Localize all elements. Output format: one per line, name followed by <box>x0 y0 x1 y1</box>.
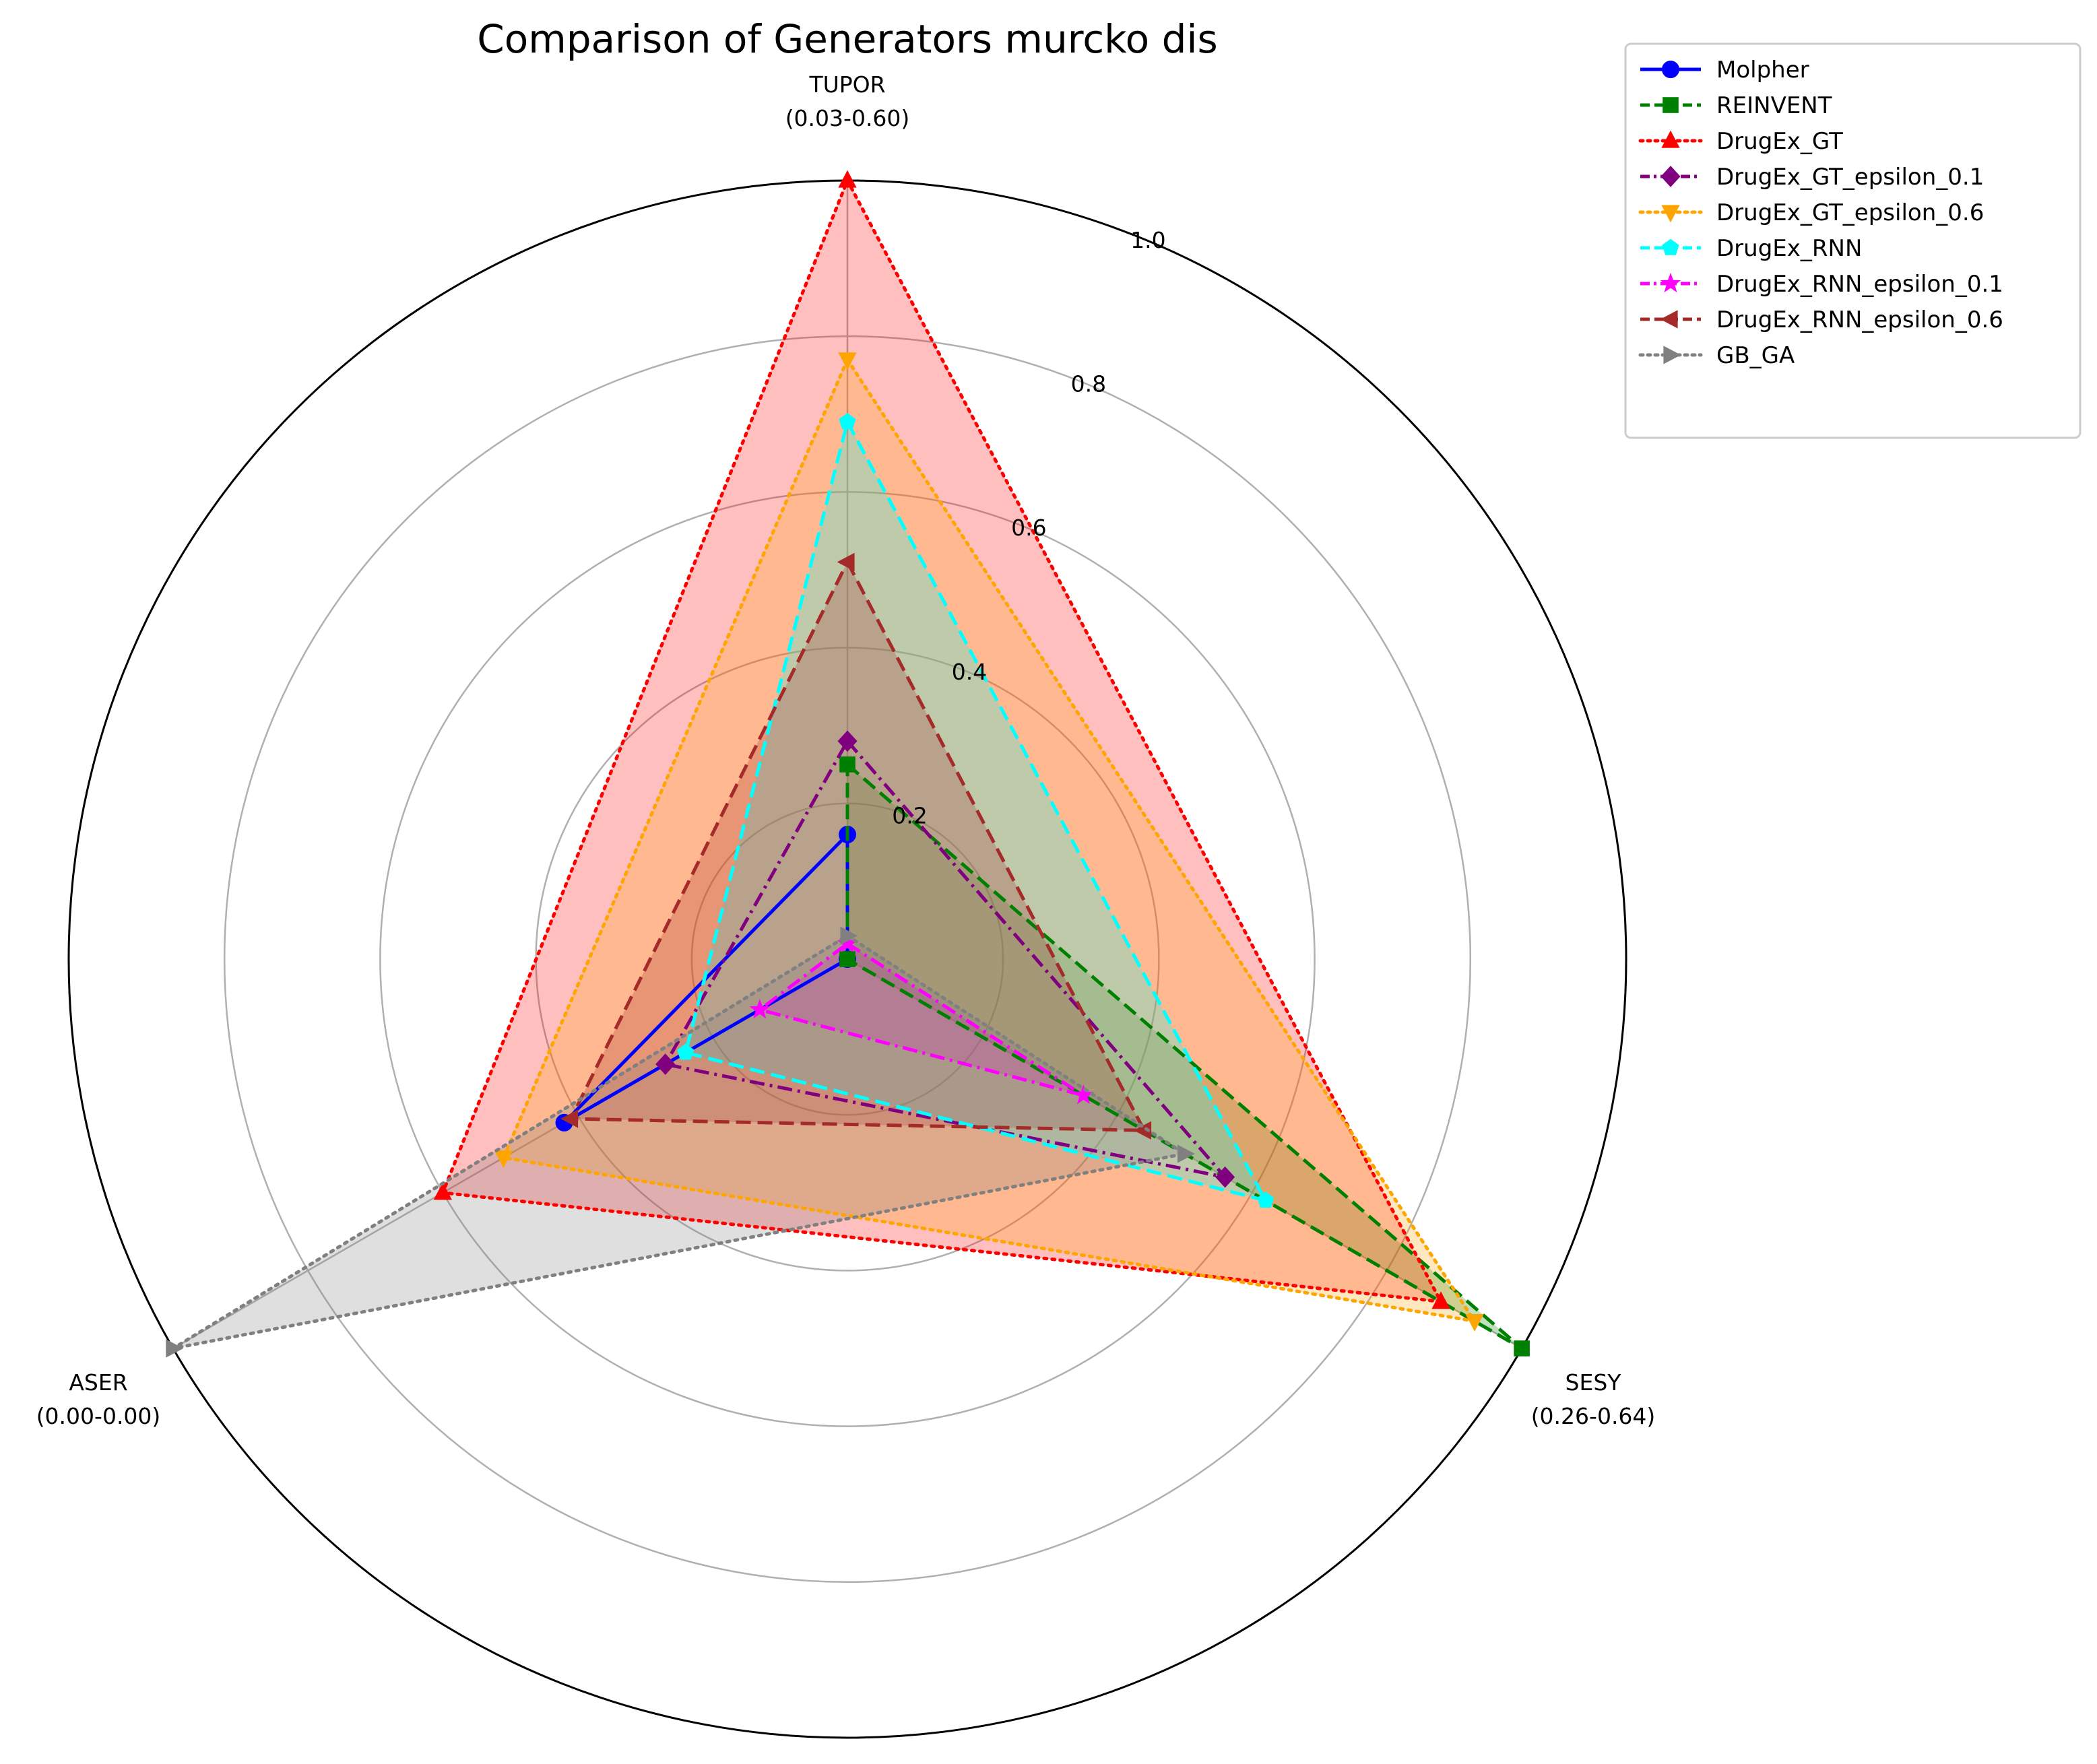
legend-label: DrugEx_GT_epsilon_0.1 <box>1716 164 1984 191</box>
legend-marker <box>1661 130 1680 148</box>
radial-tick-label: 0.2 <box>892 802 927 828</box>
data-point <box>1465 1313 1484 1332</box>
legend-entry: DrugEx_GT_epsilon_0.6 <box>1638 199 1984 226</box>
legend-entry: DrugEx_RNN_epsilon_0.1 <box>1640 271 2003 298</box>
legend-entry: DrugEx_GT <box>1638 128 1843 155</box>
data-point <box>433 1182 452 1200</box>
radial-tick-labels: 0.2 0.4 0.6 0.8 1.0 <box>892 227 1165 828</box>
axis-range-tupor: (0.03-0.60) <box>785 105 910 131</box>
series-line <box>664 739 1227 1179</box>
legend-label: REINVENT <box>1716 92 1832 119</box>
series-area <box>503 359 1475 1321</box>
data-point <box>494 1150 513 1169</box>
legend-marker <box>1660 272 1681 293</box>
series-area <box>571 562 1144 1131</box>
series-drugex-gt-epsilon-0-6 <box>494 352 1484 1332</box>
axis-name-tupor: TUPOR <box>808 71 885 98</box>
legend-label: GB_GA <box>1716 342 1795 369</box>
series-line <box>684 420 1268 1202</box>
legend-marker <box>1661 205 1680 223</box>
data-point <box>1177 1144 1195 1163</box>
series-line <box>171 934 1187 1350</box>
legend-marker <box>1662 238 1679 255</box>
legend-entry: DrugEx_GT_epsilon_0.1 <box>1640 164 1984 191</box>
data-point <box>839 756 856 773</box>
legend-marker <box>1660 310 1678 329</box>
axis-label-sesy: SESY (0.26-0.64) <box>1531 1369 1656 1429</box>
series-area <box>172 936 1185 1348</box>
legend-entry: GB_GA <box>1638 342 1795 369</box>
data-point <box>839 413 856 430</box>
radial-tick-label: 0.4 <box>952 659 987 685</box>
legend-label: DrugEx_RNN <box>1716 235 1862 262</box>
series-drugex-gt-epsilon-0-1 <box>655 730 1235 1188</box>
radial-tick-label: 0.8 <box>1071 371 1106 397</box>
data-point <box>1431 1291 1450 1309</box>
axis-label-tupor: TUPOR (0.03-0.60) <box>785 71 910 131</box>
legend-entry: DrugEx_RNN_epsilon_0.6 <box>1640 306 2003 333</box>
data-point <box>839 951 856 967</box>
legend-label: DrugEx_RNN_epsilon_0.1 <box>1716 271 2003 298</box>
data-point <box>655 1053 676 1075</box>
axis-range-aser: (0.00-0.00) <box>36 1403 161 1429</box>
series-gb-ga <box>166 926 1195 1358</box>
legend-entry: REINVENT <box>1640 92 1832 119</box>
legend-label: DrugEx_GT_epsilon_0.6 <box>1716 199 1984 226</box>
data-point <box>749 998 771 1019</box>
legend-entry: Molpher <box>1640 57 1809 84</box>
data-point <box>1215 1166 1235 1188</box>
chart-title: Comparison of Generators murcko dis <box>477 16 1218 62</box>
data-point <box>1514 1340 1530 1357</box>
legend: Molpher REINVENT DrugEx_GT DrugEx_GT_epsilo… <box>1624 42 2082 439</box>
series-line <box>441 178 1443 1304</box>
series-drugex-gt <box>433 170 1450 1309</box>
data-point <box>166 1339 184 1358</box>
axis-name-sesy: SESY <box>1566 1369 1622 1396</box>
legend-marker <box>1660 166 1681 187</box>
series-line <box>569 560 1146 1132</box>
radial-tick-label: 1.0 <box>1130 227 1165 253</box>
legend-label: DrugEx_GT <box>1716 128 1843 155</box>
data-point <box>838 352 857 370</box>
axis-range-sesy: (0.26-0.64) <box>1531 1403 1656 1429</box>
legend-label: Molpher <box>1716 57 1809 84</box>
series-area <box>759 943 1084 1096</box>
series-drugex-rnn <box>677 413 1275 1208</box>
data-point <box>837 552 855 572</box>
series-lines <box>166 170 1530 1358</box>
data-point <box>1073 1084 1094 1105</box>
axis-name-aser: ASER <box>69 1369 127 1396</box>
series-drugex-rnn-epsilon-0-6 <box>560 552 1152 1140</box>
data-point <box>838 170 857 188</box>
series-line <box>501 358 1477 1323</box>
legend-marker <box>1662 61 1679 78</box>
legend-frame <box>1624 42 2082 439</box>
axis-label-aser: ASER (0.00-0.00) <box>36 1369 161 1429</box>
data-point <box>840 926 858 945</box>
legend-marker <box>1663 346 1681 364</box>
legend-marker <box>1663 97 1679 113</box>
data-point <box>560 1109 579 1128</box>
legend-entry: DrugEx_RNN <box>1640 235 1862 262</box>
data-point <box>837 730 858 752</box>
legend-label: DrugEx_RNN_epsilon_0.6 <box>1716 306 2003 333</box>
radial-tick-label: 0.6 <box>1011 515 1046 541</box>
series-area <box>685 422 1266 1201</box>
data-point <box>1257 1191 1275 1208</box>
data-point <box>677 1043 695 1060</box>
